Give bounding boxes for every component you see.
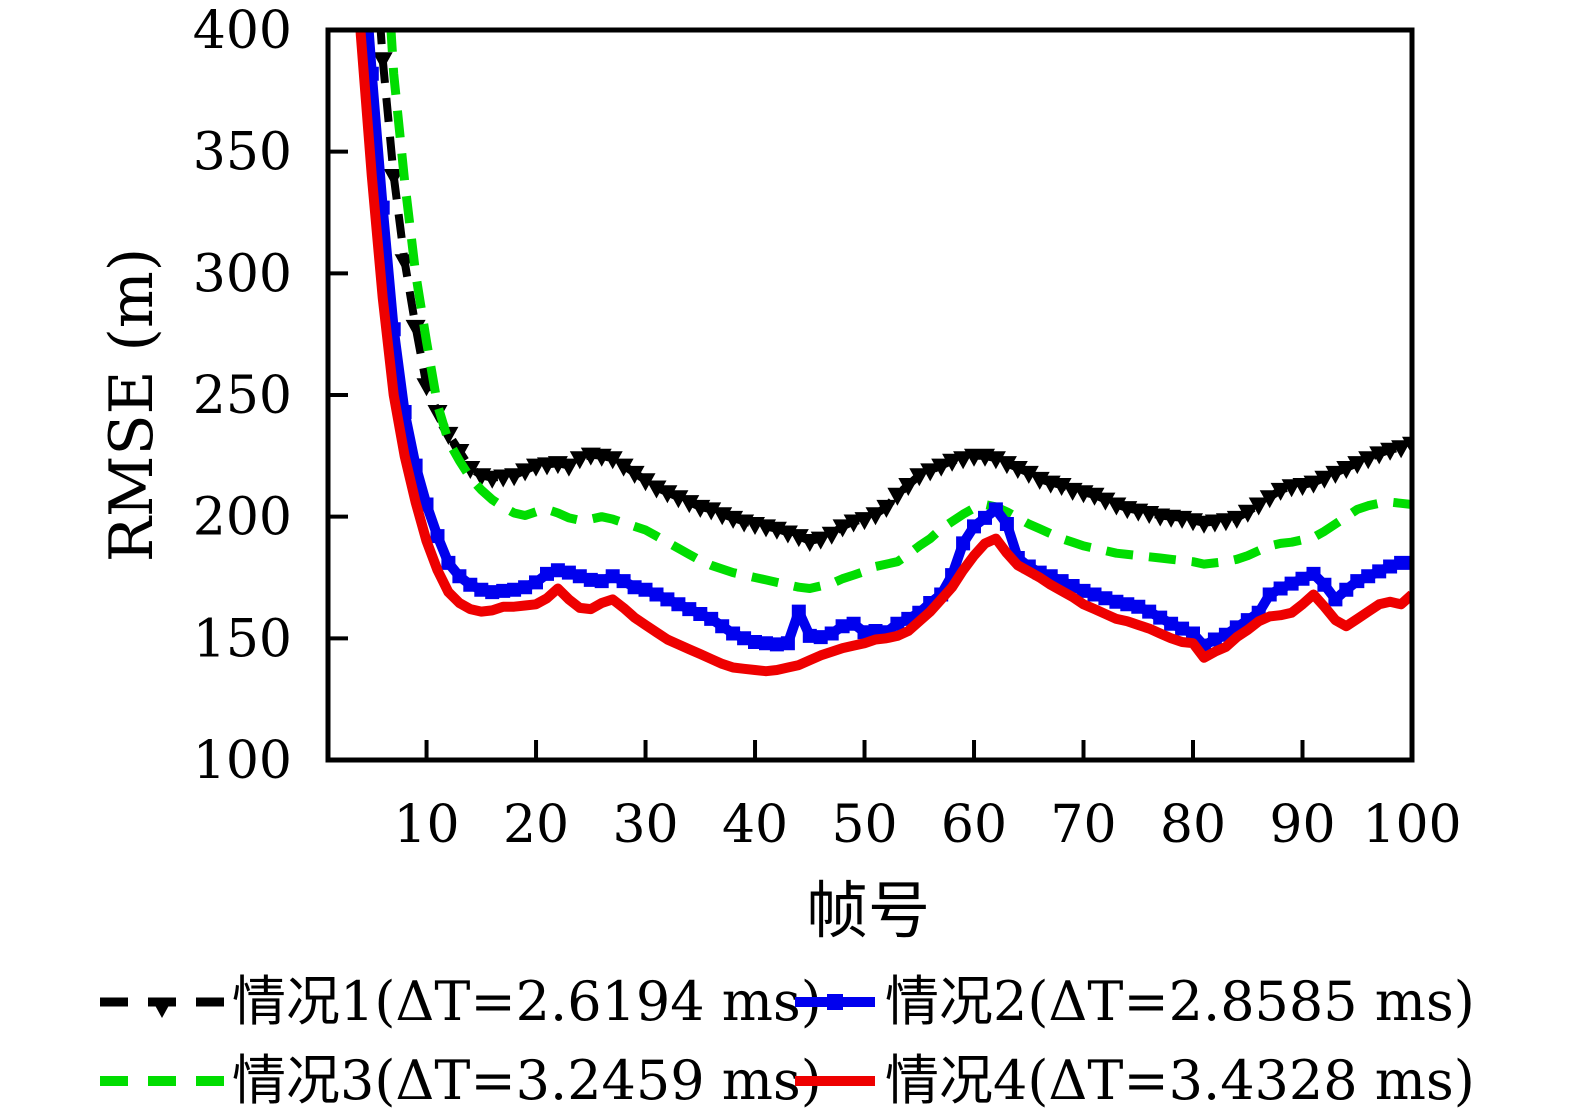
x-tick-label: 50 (831, 795, 897, 855)
x-tick-label: 80 (1160, 795, 1226, 855)
plot-border (325, 27, 1415, 763)
legend-entry-case4: 情况4(ΔT=3.4328 ms) (795, 1049, 1475, 1112)
y-axis-title: RMSE (m) (97, 248, 167, 562)
legend-label-case4: 情况4(ΔT=3.4328 ms) (885, 1049, 1475, 1112)
x-tick-label: 30 (612, 795, 678, 855)
axis-tick-labels: 100 150 200 250 300 350 400 10 20 30 40 50 60 70 80 90 1… (193, 1, 1462, 855)
legend-label-case2: 情况2(ΔT=2.8585 ms) (885, 970, 1475, 1033)
x-tick-label: 20 (503, 795, 569, 855)
series-markers-case1 (372, 52, 1412, 552)
axis-ticks (330, 149, 1305, 758)
x-axis-title: 帧号 (806, 874, 930, 947)
y-tick-label: 200 (193, 488, 292, 548)
plot-series-layer (355, 30, 1412, 677)
x-tick-label: 40 (722, 795, 788, 855)
legend-label-case1: 情况1(ΔT=2.6194 ms) (232, 970, 822, 1033)
legend: 情况1(ΔT=2.6194 ms) 情况2(ΔT=2.8585 ms) 情况3(… (100, 970, 1475, 1112)
y-tick-label: 400 (193, 1, 292, 61)
series-line-case4 (355, 30, 1412, 677)
legend-entry-case3: 情况3(ΔT=3.2459 ms) (100, 1049, 822, 1112)
legend-entry-case1: 情况1(ΔT=2.6194 ms) (100, 970, 822, 1033)
x-tick-label: 100 (1362, 795, 1461, 855)
x-tick-label: 70 (1050, 795, 1116, 855)
y-tick-label: 150 (193, 609, 292, 669)
x-tick-label: 90 (1269, 795, 1335, 855)
legend-square-marker (827, 994, 843, 1010)
y-tick-label: 100 (193, 731, 292, 791)
legend-label-case3: 情况3(ΔT=3.2459 ms) (232, 1049, 822, 1112)
x-tick-label: 10 (393, 795, 459, 855)
y-tick-label: 250 (193, 366, 292, 426)
legend-entry-case2: 情况2(ΔT=2.8585 ms) (795, 970, 1475, 1033)
y-tick-label: 300 (193, 244, 292, 304)
series-line-case3 (386, 30, 1412, 593)
y-tick-label: 350 (193, 123, 292, 183)
legend-triangle-down-marker (151, 998, 173, 1018)
x-tick-label: 60 (941, 795, 1007, 855)
